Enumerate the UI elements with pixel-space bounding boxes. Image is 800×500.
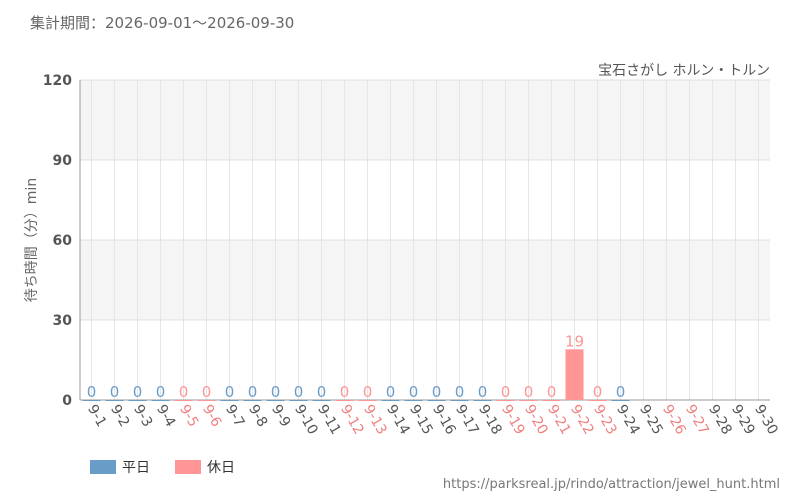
value-label: 0 — [202, 383, 212, 401]
value-label: 0 — [248, 383, 258, 401]
x-tick-label: 9-9 — [268, 402, 293, 430]
legend-swatch — [175, 460, 201, 474]
x-tick-label: 9-29 — [728, 402, 758, 438]
bar — [473, 400, 492, 401]
value-label: 0 — [524, 383, 534, 401]
value-label: 0 — [386, 383, 396, 401]
value-label: 0 — [616, 383, 626, 401]
x-tick-label: 9-22 — [567, 402, 597, 438]
x-tick-label: 9-10 — [291, 402, 321, 438]
grid-band — [80, 80, 770, 160]
legend-label: 休日 — [207, 460, 235, 476]
x-tick-label: 9-12 — [337, 402, 367, 438]
source-url: https://parksreal.jp/rindo/attraction/je… — [443, 477, 780, 492]
y-tick-label: 90 — [53, 153, 73, 169]
x-tick-label: 9-4 — [153, 402, 178, 430]
value-label: 0 — [478, 383, 488, 401]
x-tick-label: 9-19 — [498, 402, 528, 438]
value-label: 0 — [271, 383, 281, 401]
bar — [82, 400, 101, 401]
x-tick-label: 9-23 — [590, 402, 620, 438]
x-tick-label: 9-27 — [682, 402, 712, 438]
value-label: 0 — [593, 383, 603, 401]
x-tick-label: 9-2 — [107, 402, 132, 430]
x-tick-label: 9-16 — [429, 402, 459, 438]
value-label: 19 — [565, 332, 584, 350]
value-label: 0 — [225, 383, 235, 401]
value-label: 0 — [317, 383, 327, 401]
bar — [427, 400, 446, 401]
bar — [381, 400, 400, 401]
x-tick-label: 9-26 — [659, 402, 689, 438]
y-tick-label: 120 — [43, 73, 72, 89]
bar — [519, 400, 538, 401]
y-tick-label: 30 — [53, 313, 73, 329]
bar — [611, 400, 630, 401]
value-label: 0 — [156, 383, 166, 401]
y-tick-label: 60 — [53, 233, 73, 249]
x-tick-label: 9-30 — [751, 402, 781, 438]
x-tick-label: 9-6 — [199, 402, 224, 430]
value-label: 0 — [432, 383, 442, 401]
value-label: 0 — [409, 383, 419, 401]
x-tick-label: 9-20 — [521, 402, 551, 438]
bar — [289, 400, 308, 401]
value-label: 0 — [179, 383, 189, 401]
value-label: 0 — [363, 383, 373, 401]
x-tick-label: 9-18 — [475, 402, 505, 438]
x-tick-label: 9-8 — [245, 402, 270, 430]
x-tick-label: 9-1 — [84, 402, 109, 430]
x-tick-label: 9-7 — [222, 402, 247, 430]
bar — [243, 400, 262, 401]
bar — [496, 400, 515, 401]
x-tick-label: 9-25 — [636, 402, 666, 438]
value-label: 0 — [501, 383, 511, 401]
bar — [105, 400, 124, 401]
x-tick-label: 9-24 — [613, 402, 643, 438]
x-tick-label: 9-14 — [383, 402, 413, 438]
bar — [450, 400, 469, 401]
bar — [128, 400, 147, 401]
value-label: 0 — [455, 383, 465, 401]
bar — [151, 400, 170, 401]
x-tick-label: 9-11 — [314, 402, 344, 438]
value-label: 0 — [340, 383, 350, 401]
bar — [266, 400, 285, 401]
bar — [197, 400, 216, 401]
x-tick-label: 9-17 — [452, 402, 482, 438]
x-tick-label: 9-13 — [360, 402, 390, 438]
bar — [542, 400, 561, 401]
grid-band — [80, 240, 770, 320]
x-tick-label: 9-15 — [406, 402, 436, 438]
value-label: 0 — [547, 383, 557, 401]
x-tick-label: 9-3 — [130, 402, 155, 430]
x-tick-label: 9-28 — [705, 402, 735, 438]
y-axis-label: 待ち時間（分）min — [24, 178, 40, 302]
bar — [335, 400, 354, 401]
bar — [565, 349, 584, 400]
x-tick-label: 9-21 — [544, 402, 574, 438]
bar — [312, 400, 331, 401]
bar — [358, 400, 377, 401]
x-tick-label: 9-5 — [176, 402, 201, 430]
value-label: 0 — [294, 383, 304, 401]
bar — [220, 400, 239, 401]
value-label: 0 — [133, 383, 143, 401]
value-label: 0 — [110, 383, 120, 401]
legend-label: 平日 — [122, 460, 150, 476]
bar — [588, 400, 607, 401]
legend-swatch — [90, 460, 116, 474]
value-label: 0 — [87, 383, 97, 401]
bar — [174, 400, 193, 401]
chart-title: 宝石さがし ホルン・トルン — [598, 63, 770, 79]
header: 集計期間：2026-09-01〜2026-09-30 — [30, 14, 294, 32]
bar — [404, 400, 423, 401]
y-tick-label: 0 — [62, 393, 72, 409]
